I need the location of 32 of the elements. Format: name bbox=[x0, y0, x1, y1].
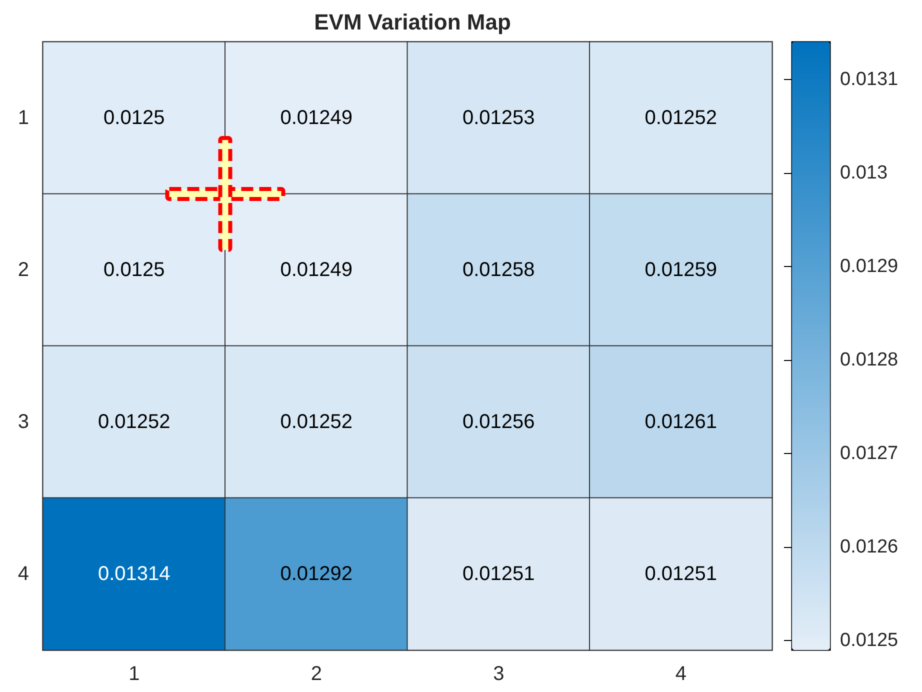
data-label: 0.0125 bbox=[104, 259, 165, 281]
data-label: 0.01256 bbox=[462, 411, 535, 433]
color-bar-label: 0.0127 bbox=[840, 443, 898, 464]
color-bar-label: 0.0129 bbox=[840, 256, 898, 277]
x-tick-label: 2 bbox=[310, 663, 322, 685]
y-tick-label: 2 bbox=[18, 259, 29, 281]
color-bar-label: 0.0126 bbox=[840, 536, 898, 558]
y-tick-label: 3 bbox=[18, 411, 29, 433]
data-label: 0.01253 bbox=[462, 107, 535, 129]
data-label: 0.01252 bbox=[644, 107, 718, 129]
data-label: 0.01249 bbox=[280, 259, 353, 281]
data-label: 0.01251 bbox=[462, 563, 535, 585]
x-tick-label: 4 bbox=[675, 663, 686, 685]
x-tick-label: 1 bbox=[128, 663, 140, 685]
color-bar-label: 0.0125 bbox=[840, 630, 898, 652]
data-label: 0.01251 bbox=[644, 563, 718, 585]
color-bar-label: 0.013 bbox=[840, 162, 888, 184]
chart-title: EVM Variation Map bbox=[314, 10, 511, 34]
y-tick-label: 1 bbox=[18, 107, 29, 129]
data-label: 0.01292 bbox=[280, 563, 353, 585]
data-label: 0.01249 bbox=[280, 107, 353, 129]
color-bar-label: 0.0131 bbox=[840, 68, 898, 90]
data-label: 0.01252 bbox=[98, 411, 170, 433]
y-tick-label: 4 bbox=[18, 563, 29, 585]
x-tick-label: 3 bbox=[493, 663, 504, 685]
data-label: 0.01258 bbox=[462, 259, 535, 281]
data-label: 0.01252 bbox=[280, 411, 353, 433]
data-label: 0.01261 bbox=[644, 411, 718, 433]
data-label: 0.0125 bbox=[104, 107, 165, 129]
color-bar-label: 0.0128 bbox=[840, 350, 898, 371]
data-label: 0.01259 bbox=[644, 259, 718, 281]
data-label: 0.01314 bbox=[98, 563, 170, 585]
